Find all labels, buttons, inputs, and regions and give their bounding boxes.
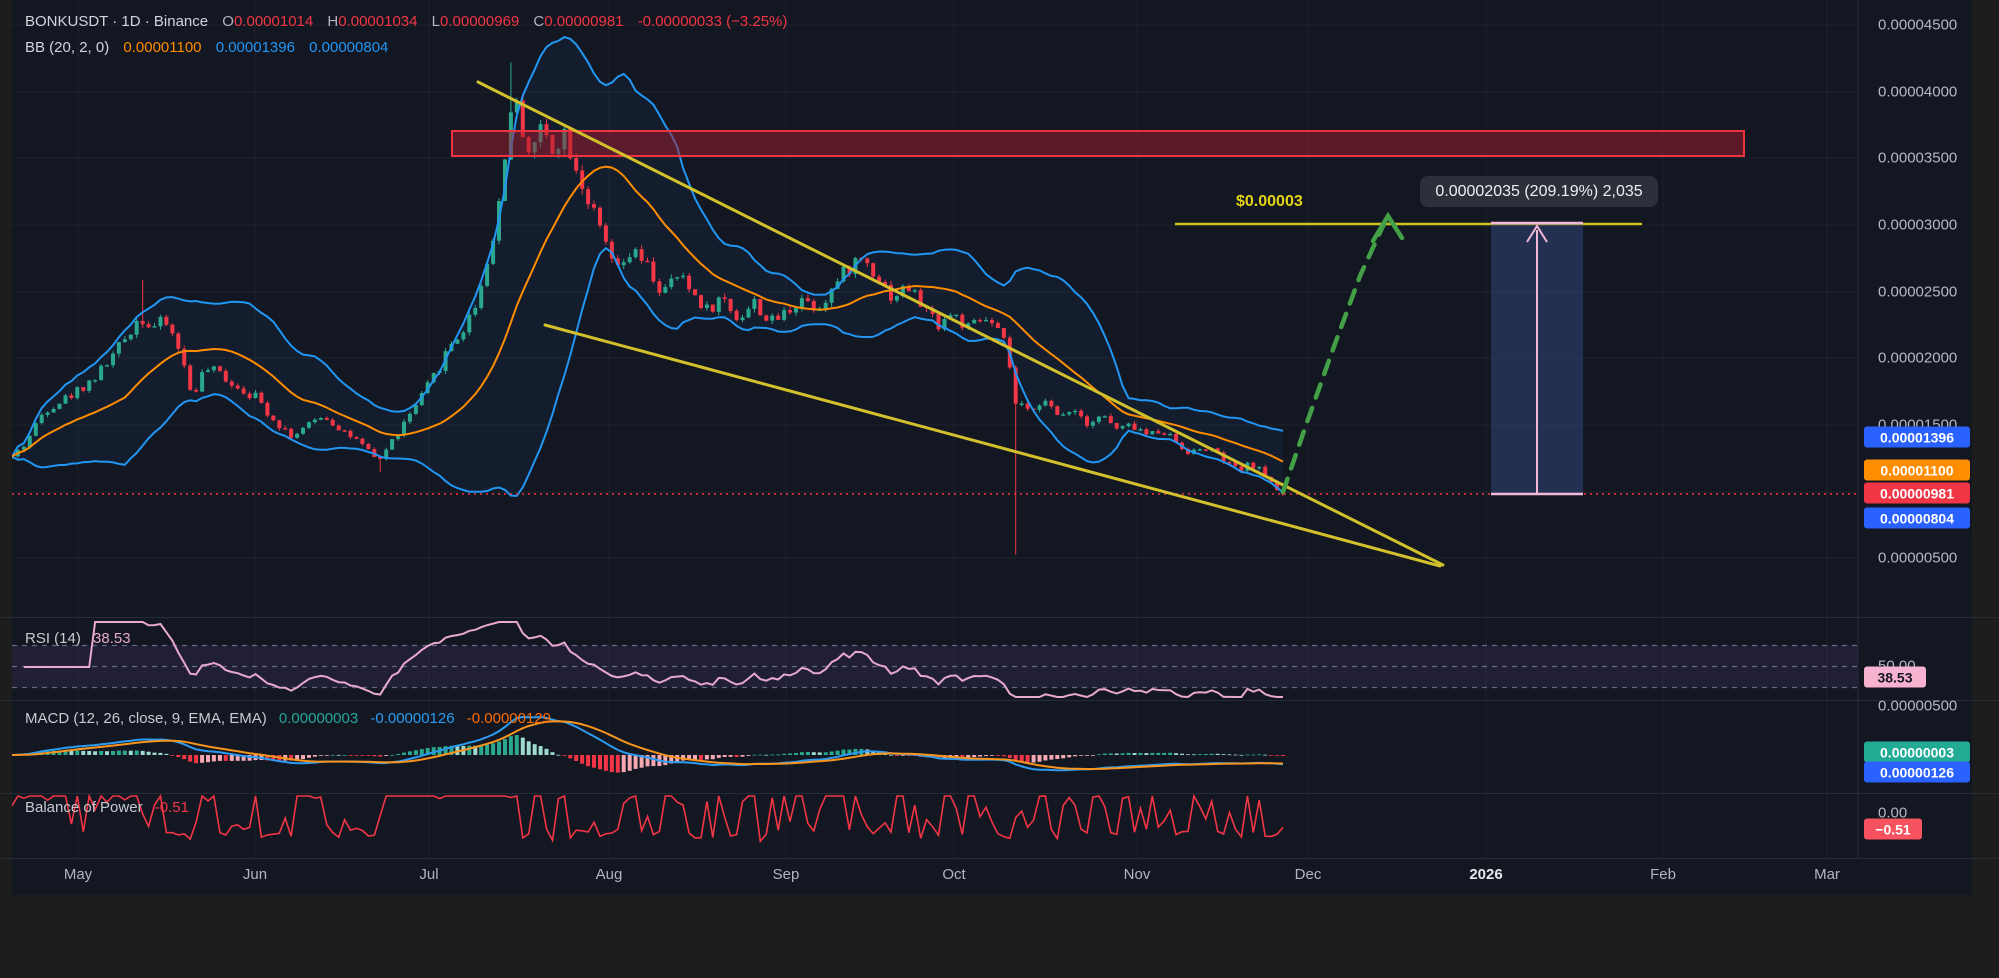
bop-badge: −0.51: [1864, 818, 1922, 840]
bb-lower-value: 0.00000804: [309, 39, 389, 56]
time-axis-label: May: [63, 866, 93, 883]
ohlc-high-value: 0.00001034: [338, 13, 418, 30]
price-tick: 0.00002000: [1878, 349, 1958, 367]
chart-surface[interactable]: [0, 0, 1999, 895]
macd-hist-value: 0.00000003: [278, 710, 359, 727]
change-value: -0.00000033 (−3.25%): [637, 13, 788, 30]
time-axis-label: Oct: [942, 866, 966, 883]
symbol-title[interactable]: BONKUSDT · 1D · Binance: [25, 13, 209, 30]
time-axis-label: Mar: [1814, 866, 1840, 883]
bop-scale-tick: 0.00: [1878, 804, 1908, 822]
price-badge: 0.00000981: [1864, 482, 1970, 504]
price-tick: 0.00004000: [1878, 83, 1958, 101]
bb-label[interactable]: BB (20, 2, 0): [25, 39, 110, 56]
rsi-legend[interactable]: RSI (14) 38.53: [25, 630, 131, 647]
time-axis-label: 2026: [1469, 866, 1503, 883]
time-axis-label: Jun: [242, 866, 268, 883]
rsi-label[interactable]: RSI (14): [25, 630, 81, 647]
price-tick: 0.00004500: [1878, 16, 1958, 34]
bop-legend[interactable]: Balance of Power -0.51: [25, 799, 189, 816]
time-axis-label: Jul: [419, 866, 439, 883]
price-badge: 0.00001100: [1864, 459, 1970, 481]
ohlc-close-label: C: [533, 13, 545, 30]
bop-label[interactable]: Balance of Power: [25, 799, 143, 816]
ohlc-close-value: 0.00000981: [544, 13, 624, 30]
bb-basis-value: 0.00001100: [123, 39, 202, 56]
price-tick: 0.00003000: [1878, 216, 1958, 234]
ohlc-low-value: 0.00000969: [440, 13, 520, 30]
bb-upper-value: 0.00001396: [215, 39, 295, 56]
macd-badge: 0.00000003: [1864, 741, 1970, 763]
time-axis-label: Dec: [1294, 866, 1322, 883]
time-axis-label: Nov: [1123, 866, 1151, 883]
ohlc-low-label: L: [431, 13, 440, 30]
bb-indicator-legend[interactable]: BB (20, 2, 0) 0.00001100 0.00001396 0.00…: [25, 39, 388, 56]
symbol-legend[interactable]: BONKUSDT · 1D · Binance O0.00001014 H0.0…: [25, 13, 787, 30]
price-badge: 0.00001396: [1864, 426, 1970, 448]
rsi-badge: 38.53: [1864, 666, 1926, 688]
price-tick: 0.00000500: [1878, 549, 1958, 567]
price-tick: 0.00003500: [1878, 149, 1958, 167]
price-badge: 0.00000804: [1864, 507, 1970, 529]
ohlc-high-label: H: [327, 13, 339, 30]
rsi-value: 38.53: [93, 630, 131, 647]
bop-value: -0.51: [154, 799, 189, 816]
bottom-bar: TradingView: [0, 895, 1999, 978]
time-axis-label: Sep: [772, 866, 800, 883]
ohlc-open-value: 0.00001014: [233, 13, 314, 30]
macd-legend[interactable]: MACD (12, 26, close, 9, EMA, EMA) 0.0000…: [25, 710, 551, 727]
ohlc-open-label: O: [222, 13, 234, 30]
price-target-label[interactable]: $0.00003: [1236, 193, 1303, 210]
macd-line-value: -0.00000126: [370, 710, 455, 727]
macd-label[interactable]: MACD (12, 26, close, 9, EMA, EMA): [25, 710, 267, 727]
time-axis-label: Aug: [595, 866, 623, 883]
macd-badge: 0.00000126: [1864, 761, 1970, 783]
measurement-tooltip[interactable]: 0.00002035 (209.19%) 2,035: [1420, 176, 1658, 207]
macd-scale-tick: 0.00000500: [1878, 697, 1958, 715]
time-axis-label: Feb: [1650, 866, 1676, 883]
price-tick: 0.00002500: [1878, 283, 1958, 301]
macd-signal-value: -0.00000129: [466, 710, 552, 727]
